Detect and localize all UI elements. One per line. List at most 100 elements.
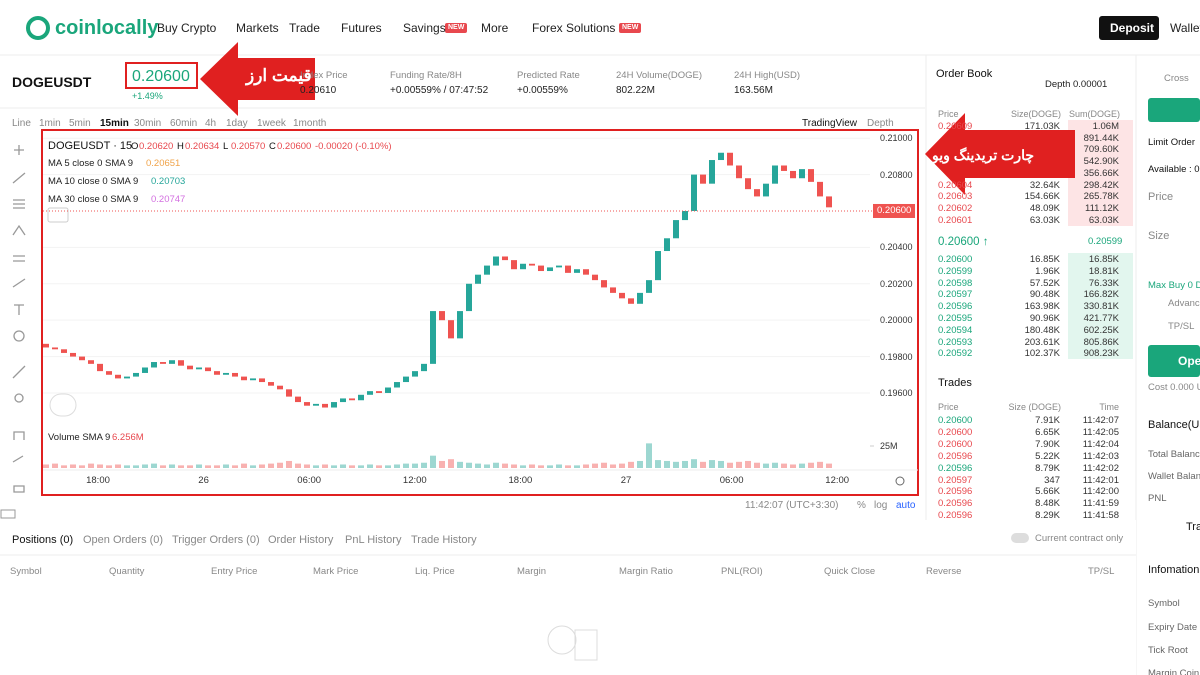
volume-bar [826,463,832,468]
candle [385,387,391,393]
candle [412,371,418,377]
price: 0.20600 [938,415,973,426]
volume-bar [808,462,814,468]
volume-bar [817,461,823,468]
deposit-button[interactable] [1099,16,1159,40]
price: 0.20596 [938,486,973,498]
candle [682,210,688,221]
candle [241,376,247,381]
volume-bar [520,465,526,468]
headers: Time [1099,402,1119,412]
candle [43,343,49,348]
volume-bar [457,461,463,468]
size: 8.79K [1035,462,1060,474]
volume-bar [709,460,715,468]
candle [421,363,427,372]
title: Trades [938,377,972,389]
price: 0.20604 [938,179,973,191]
size: 32.64K [1029,179,1060,191]
candle [268,382,274,386]
volume-name: Volume SMA 9 [48,432,111,443]
xtick-labels: 12:00 [825,475,850,486]
volume-bar [259,464,265,468]
volume-bar [691,459,697,468]
candle [106,371,112,375]
logo-icon [26,16,50,40]
candle [457,311,463,339]
volume-bar [655,460,661,468]
volume-bar [619,463,625,468]
volume-bar [448,459,454,468]
time: 11:42:04 [1082,438,1119,450]
pnl: PNL [1148,493,1167,504]
buy-button[interactable] [1148,98,1200,122]
price: 0.20597 [938,474,973,486]
candle [475,274,481,284]
candle [817,181,823,197]
price: 0.20596 [938,462,973,474]
volume-value: 6.256M [112,432,144,443]
size: 6.65K [1035,426,1060,438]
volume-bar [682,460,688,468]
nav: Forex Solutions [532,21,616,35]
info: Infomation [1148,564,1200,576]
sum: 891.44K [1083,132,1119,144]
candle [556,265,562,268]
volume-bar [376,465,382,468]
price: 0.20592 [938,348,973,360]
c-value: 0.20600 [277,141,312,152]
empty-icon [547,625,598,661]
candle [538,265,544,272]
candle [151,362,157,368]
volume-bar [70,464,76,468]
total: Total Balanc [1148,449,1200,460]
value: 0.20610 [300,85,337,96]
columns: Margin Ratio [619,566,673,577]
sum: 16.85K [1088,254,1119,265]
volume-bar [61,465,67,468]
nav: Buy Crypto [157,21,217,35]
value: 802.22M [616,85,655,96]
candle [502,256,508,261]
candle [628,298,634,304]
sum: 298.42K [1083,179,1119,191]
label: Index Price [300,70,348,81]
volume-bar [187,465,193,468]
collapse-button[interactable] [47,207,69,223]
candle [160,362,166,364]
volume-bar [790,464,796,468]
candle [763,183,769,197]
toggle[interactable] [1011,533,1029,543]
candle [169,360,175,364]
bids-depth [1068,253,1133,359]
volume-bar [367,464,373,468]
size: 8.29K [1035,510,1060,522]
volume-bar [385,465,391,468]
open-button[interactable] [1148,345,1200,377]
volume-bar [664,460,670,468]
volume-bar [250,465,256,468]
o: O [131,141,139,152]
volume-bar [502,463,508,468]
settings-icon[interactable] [895,476,905,486]
sum: 421.77K [1083,313,1119,324]
label: Funding Rate/8H [390,70,462,81]
candle [709,160,715,184]
label: 0.20400 [880,242,913,253]
volume-bar [439,460,445,468]
volume-bar [331,465,337,468]
eye-icon[interactable] [0,509,16,519]
xtick-labels: 26 [198,475,209,486]
candle [745,178,751,190]
volume-bar [196,464,202,468]
depth: Depth 0.00001 [1045,79,1108,90]
volume-bar [673,461,679,468]
columns: Reverse [926,566,962,577]
size: 180.48K [1024,324,1060,336]
volume-bar [484,464,490,468]
candle [304,402,310,406]
volume-bar [592,463,598,468]
scale-opts: auto [896,500,916,511]
candle [493,256,499,266]
columns: Liq. Price [415,566,455,577]
